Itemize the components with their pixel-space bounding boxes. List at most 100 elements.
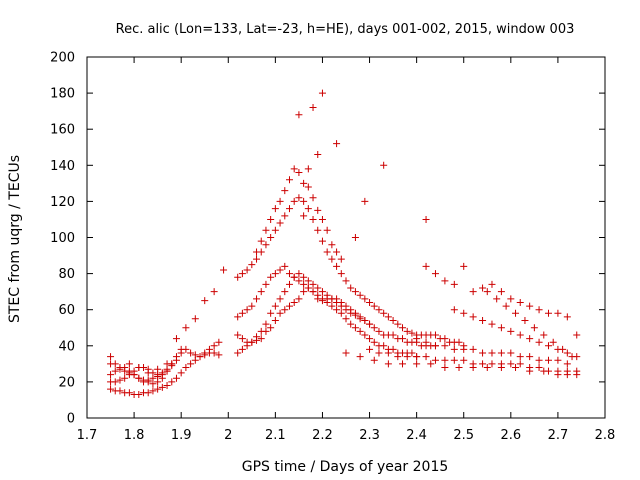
data-point [149, 387, 157, 395]
data-point [201, 351, 209, 359]
data-point [257, 237, 265, 245]
data-point [295, 169, 303, 177]
data-point [384, 349, 392, 357]
y-tick-label: 200 [50, 51, 75, 66]
data-point [351, 288, 359, 296]
data-point [116, 376, 124, 384]
data-point [394, 320, 402, 328]
data-point [253, 333, 261, 341]
x-tick-label: 2.7 [548, 428, 569, 443]
data-point [413, 335, 421, 343]
data-point [135, 363, 143, 371]
data-point [469, 360, 477, 368]
data-point [573, 331, 581, 339]
data-point [450, 306, 458, 314]
data-point [431, 270, 439, 278]
data-point [125, 369, 133, 377]
data-point [125, 389, 133, 397]
data-point [234, 273, 242, 281]
data-point [540, 331, 548, 339]
x-tick-label: 2 [224, 428, 232, 443]
data-point [399, 324, 407, 332]
data-point [497, 360, 505, 368]
data-point [422, 353, 430, 361]
data-point [342, 349, 350, 357]
data-point [187, 360, 195, 368]
data-point [149, 380, 157, 388]
data-point [191, 315, 199, 323]
data-point [507, 327, 515, 335]
data-point [318, 215, 326, 223]
data-point [356, 327, 364, 335]
data-point [342, 302, 350, 310]
data-point [389, 345, 397, 353]
data-point [107, 353, 115, 361]
data-point [554, 367, 562, 375]
data-point [257, 288, 265, 296]
data-point [512, 363, 520, 371]
data-point [535, 363, 543, 371]
data-point [455, 338, 463, 346]
data-point [408, 349, 416, 357]
data-point [267, 309, 275, 317]
data-point [370, 356, 378, 364]
data-point [309, 280, 317, 288]
data-point [262, 320, 270, 328]
data-point [130, 371, 138, 379]
data-point [342, 277, 350, 285]
data-point [333, 295, 341, 303]
data-point [253, 295, 261, 303]
data-point [276, 295, 284, 303]
data-point [295, 295, 303, 303]
data-point [281, 262, 289, 270]
data-point [535, 306, 543, 314]
data-point [262, 280, 270, 288]
y-tick-label: 140 [50, 159, 75, 174]
data-point [187, 349, 195, 357]
data-point [563, 313, 571, 321]
data-point [238, 335, 246, 343]
x-tick-label: 2.8 [595, 428, 616, 443]
data-point [507, 295, 515, 303]
data-point [526, 335, 534, 343]
data-point [168, 378, 176, 386]
data-point [526, 363, 534, 371]
data-point [389, 317, 397, 325]
data-point [375, 327, 383, 335]
data-point [516, 353, 524, 361]
data-point [253, 248, 261, 256]
data-point [238, 309, 246, 317]
data-point [483, 288, 491, 296]
y-tick-label: 160 [50, 123, 75, 138]
data-point [361, 317, 369, 325]
data-point [422, 262, 430, 270]
data-point [554, 356, 562, 364]
data-point [361, 197, 369, 205]
data-point [455, 363, 463, 371]
data-point [257, 327, 265, 335]
data-point [394, 353, 402, 361]
data-point [441, 277, 449, 285]
data-point [337, 298, 345, 306]
data-point [544, 367, 552, 375]
data-point [441, 363, 449, 371]
data-point [502, 302, 510, 310]
data-point [422, 215, 430, 223]
x-tick-label: 2.3 [359, 428, 380, 443]
x-axis-ticks: 1.7 1.8 1.9 2 2.1 2.2 2.3 2.4 2.5 2.6 2.7 2.8 [77, 57, 616, 443]
data-point [281, 288, 289, 296]
data-point [403, 353, 411, 361]
data-point [460, 356, 468, 364]
data-point [549, 338, 557, 346]
data-point [431, 356, 439, 364]
data-point [497, 288, 505, 296]
data-point [238, 345, 246, 353]
data-point [309, 194, 317, 202]
y-tick-label: 0 [67, 412, 75, 427]
data-point [304, 284, 312, 292]
data-point [460, 345, 468, 353]
data-point [271, 317, 279, 325]
data-point [281, 306, 289, 314]
data-point [342, 315, 350, 323]
